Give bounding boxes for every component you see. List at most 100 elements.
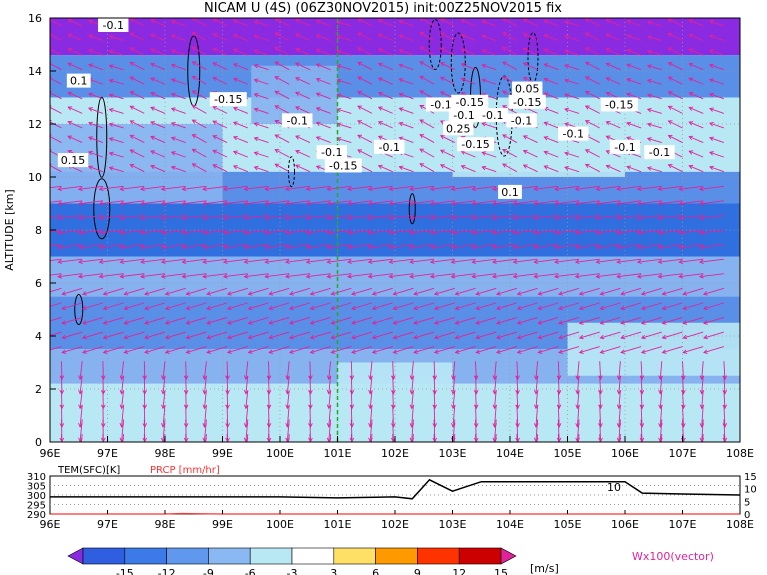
wind-vector	[538, 302, 559, 310]
wind-vector	[703, 317, 725, 324]
wind-vector-head	[678, 215, 684, 221]
wind-vector	[186, 317, 207, 324]
wind-vector-head	[347, 201, 352, 206]
wind-vector	[331, 302, 352, 310]
wind-vector-head	[543, 63, 549, 68]
wind-vector	[206, 302, 228, 310]
wind-vector	[452, 419, 456, 442]
wind-vector-head	[295, 47, 300, 53]
wind-vector	[544, 92, 559, 100]
wind-vector-head	[626, 19, 632, 25]
wind-vector-head	[429, 274, 435, 279]
wind-vector	[617, 185, 642, 190]
wind-vector	[585, 105, 600, 114]
wind-vector	[626, 34, 642, 41]
wind-vector	[723, 434, 725, 442]
wind-vector	[596, 200, 621, 205]
wind-vector	[227, 287, 248, 295]
wind-vector-head	[170, 121, 176, 127]
wind-vector	[494, 390, 497, 409]
wind-vector	[482, 35, 497, 41]
wind-vector	[79, 390, 83, 409]
wind-vector	[709, 108, 725, 114]
wind-vector-head	[243, 244, 249, 250]
wind-vector	[140, 258, 166, 263]
lower-x-tick-label: 106E	[611, 518, 639, 531]
wind-vector-head	[123, 320, 129, 325]
x-tick-label: 104E	[496, 447, 524, 460]
wind-vector-head	[616, 230, 621, 235]
wind-vector	[389, 200, 414, 205]
wind-vector-head	[164, 349, 170, 354]
wind-vector-head	[119, 186, 125, 192]
wind-vector-head	[636, 186, 642, 192]
wind-vector	[668, 76, 683, 85]
wind-vector	[440, 33, 455, 41]
wind-vector	[286, 375, 290, 394]
wind-vector	[50, 287, 62, 293]
wind-vector	[689, 107, 704, 114]
wind-vector-head	[232, 135, 238, 141]
wind-vector	[203, 229, 228, 234]
wind-vector	[289, 317, 311, 324]
wind-vector	[274, 163, 290, 173]
wind-vector	[455, 331, 476, 339]
wind-vector-head	[243, 201, 249, 206]
wind-vector	[103, 287, 124, 295]
wind-vector	[476, 331, 497, 339]
wind-vector-head	[377, 91, 383, 97]
wind-vector-head	[616, 244, 621, 250]
wind-vector	[212, 47, 228, 56]
wind-vector	[399, 166, 414, 173]
wind-vector	[369, 404, 373, 427]
wind-vector	[410, 229, 435, 234]
wind-vector-head	[605, 120, 611, 126]
wind-vector	[328, 404, 332, 427]
wind-vector	[244, 185, 269, 190]
contour-label-bg	[66, 73, 91, 88]
wind-vector-head	[77, 244, 83, 250]
wind-vector	[289, 287, 311, 295]
wind-vector	[337, 79, 352, 85]
wind-vector	[455, 287, 476, 295]
wind-vector	[140, 185, 166, 190]
wind-vector-head	[419, 46, 425, 51]
wind-vector-head	[119, 375, 125, 381]
wind-vector-head	[409, 244, 414, 250]
wind-vector-head	[253, 122, 259, 127]
wind-vector-head	[657, 244, 663, 250]
wind-vector-head	[232, 106, 238, 112]
wind-vector-head	[474, 452, 478, 456]
wind-vector-head	[264, 201, 270, 206]
contour-label: 0.15	[61, 154, 86, 167]
wind-vector-head	[471, 244, 477, 250]
wind-vector	[316, 20, 331, 27]
wind-vector-head	[481, 165, 487, 171]
wind-vector	[378, 92, 393, 100]
wind-vector-head	[439, 62, 445, 67]
wind-vector-head	[620, 305, 626, 311]
wind-vector-head	[79, 452, 83, 456]
wind-vector	[434, 331, 455, 339]
wind-vector-head	[491, 230, 497, 235]
wind-vector-head	[698, 186, 704, 192]
colorbar-label: 3	[330, 567, 337, 575]
wind-vector	[434, 346, 455, 354]
wind-vector	[130, 105, 145, 114]
wind-vector-head	[534, 452, 538, 456]
wind-vector	[419, 119, 435, 129]
contour-label-bg	[508, 94, 546, 109]
wind-vector	[357, 149, 373, 158]
wind-vector-head	[119, 259, 125, 265]
y-tick-label: 10	[28, 171, 42, 184]
wind-vector	[399, 93, 414, 100]
wind-vector-head	[266, 423, 272, 428]
wind-vector-head	[492, 423, 498, 428]
wind-vector	[399, 20, 414, 27]
wind-vector	[496, 287, 518, 295]
wind-vector-head	[170, 78, 176, 83]
contour-label-bg	[448, 108, 480, 123]
contour-label: -0.1	[563, 128, 584, 141]
wind-vector-head	[516, 305, 522, 311]
wind-vector	[68, 106, 83, 114]
